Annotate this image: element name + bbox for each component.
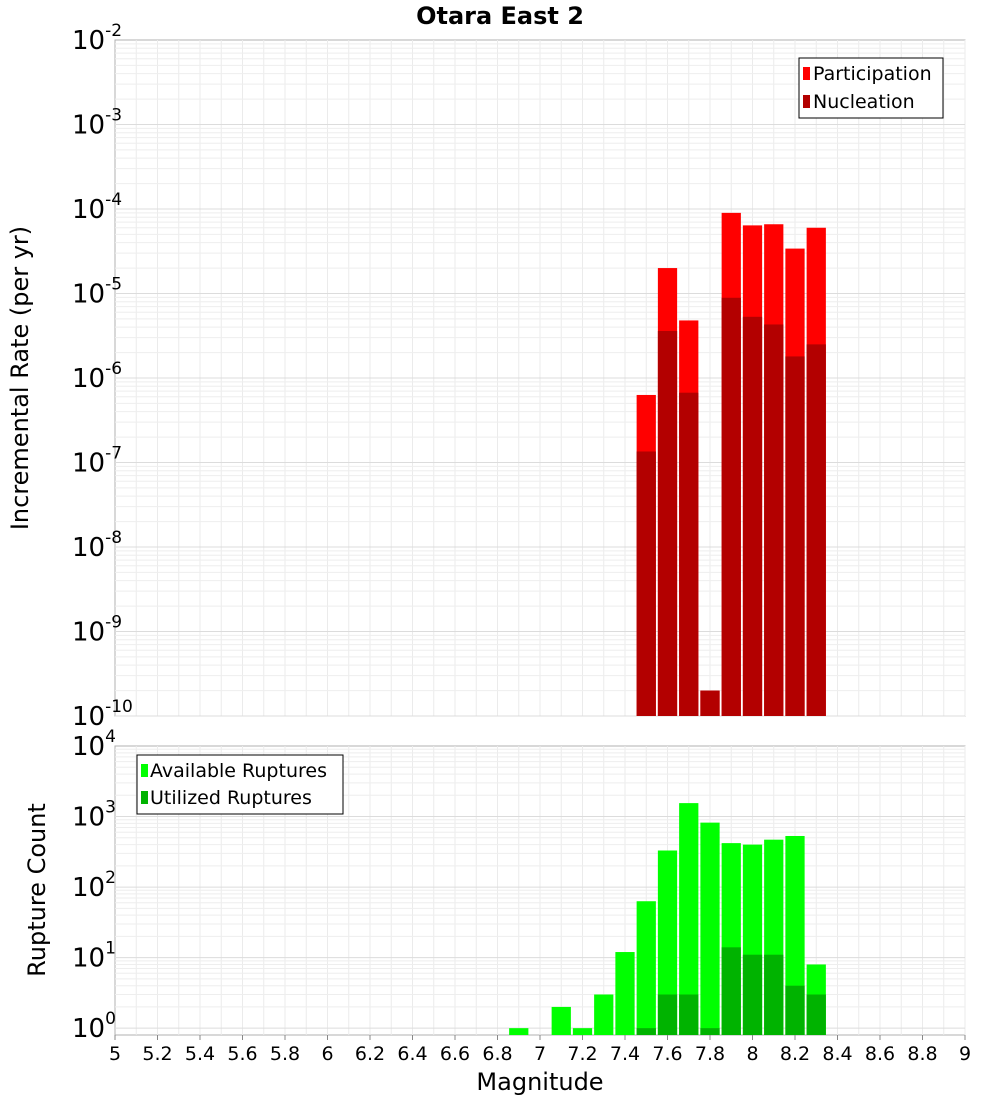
y-tick-label: 10-7 bbox=[72, 444, 122, 479]
available-bar bbox=[700, 822, 720, 1035]
nucleation-bar bbox=[764, 324, 784, 716]
x-tick-label: 8 bbox=[746, 1043, 758, 1065]
y-tick-label: 10-8 bbox=[72, 528, 122, 563]
utilized-bar bbox=[679, 994, 699, 1035]
rate-legend-box bbox=[798, 57, 944, 119]
available-bar bbox=[594, 994, 614, 1035]
x-tick-label: 8.8 bbox=[907, 1043, 937, 1065]
utilized-bar bbox=[721, 947, 741, 1035]
rate-y-axis-label: Incremental Rate (per yr) bbox=[6, 226, 34, 530]
y-tick-label: 100 bbox=[72, 1009, 116, 1044]
x-tick-label: 7.8 bbox=[695, 1043, 725, 1065]
rate-plot-panel: 10-2 10-3 10-4 10-5 10-6 10-7 10-8 10-9 10-10 In… bbox=[6, 21, 966, 732]
y-tick-label: 10-3 bbox=[72, 106, 122, 141]
nucleation-bar bbox=[742, 316, 763, 716]
nucleation-bar bbox=[657, 330, 678, 716]
utilized-legend-label: Utilized Ruptures bbox=[150, 787, 312, 809]
x-tick-label: 7.6 bbox=[652, 1043, 682, 1065]
x-tick-label: 7 bbox=[534, 1043, 546, 1065]
count-legend-box bbox=[136, 754, 344, 815]
count-y-ticks: 104 103 102 101 100 bbox=[72, 727, 116, 1044]
available-bar bbox=[657, 850, 678, 1035]
y-tick-label: 10-2 bbox=[72, 21, 122, 56]
available-bar bbox=[572, 1028, 593, 1035]
magnitude-x-ticks: 5 5.2 5.4 5.6 5.8 6 6.2 6.4 6.6 6.8 7 7.2 7.4 7.6 7.8 8… bbox=[109, 1035, 971, 1065]
x-tick-label: 6.4 bbox=[397, 1043, 427, 1065]
count-plot-panel: 104 103 102 101 100 Rupture Count Available … bbox=[23, 727, 971, 1096]
count-legend: Available Ruptures Utilized Ruptures bbox=[136, 754, 344, 815]
utilized-legend-swatch bbox=[141, 791, 148, 804]
available-bar bbox=[679, 803, 699, 1035]
x-tick-label: 5.2 bbox=[142, 1043, 172, 1065]
available-bar bbox=[509, 1028, 529, 1035]
available-bar bbox=[636, 901, 656, 1035]
rate-plot-bars bbox=[636, 212, 826, 716]
nucleation-bar bbox=[806, 344, 826, 716]
utilized-bar bbox=[636, 1028, 656, 1035]
nucleation-bar bbox=[785, 356, 805, 716]
y-tick-label: 102 bbox=[72, 868, 116, 903]
nucleation-bar bbox=[721, 297, 741, 716]
participation-legend-label: Participation bbox=[813, 63, 932, 85]
y-tick-label: 10-10 bbox=[72, 697, 133, 732]
x-axis-label: Magnitude bbox=[476, 1068, 603, 1096]
nucleation-bar bbox=[700, 690, 720, 716]
available-bar bbox=[615, 952, 635, 1035]
utilized-bar bbox=[785, 985, 805, 1035]
available-legend-label: Available Ruptures bbox=[150, 760, 327, 782]
y-tick-label: 103 bbox=[72, 798, 116, 833]
y-tick-label: 10-5 bbox=[72, 275, 122, 310]
rate-plot-grid bbox=[115, 40, 966, 717]
participation-legend-swatch bbox=[803, 67, 810, 80]
x-tick-label: 5.8 bbox=[270, 1043, 300, 1065]
x-tick-label: 6 bbox=[321, 1043, 333, 1065]
count-plot-bars bbox=[509, 803, 826, 1035]
x-tick-label: 6.6 bbox=[440, 1043, 470, 1065]
utilized-bar bbox=[657, 994, 678, 1035]
x-tick-label: 9 bbox=[959, 1043, 971, 1065]
x-tick-label: 5.4 bbox=[185, 1043, 215, 1065]
utilized-bar bbox=[764, 954, 784, 1035]
utilized-bar bbox=[700, 1028, 720, 1035]
x-tick-label: 8.4 bbox=[822, 1043, 852, 1065]
x-tick-label: 5 bbox=[109, 1043, 121, 1065]
x-tick-label: 6.8 bbox=[482, 1043, 512, 1065]
utilized-bar bbox=[806, 994, 826, 1035]
y-tick-label: 104 bbox=[72, 727, 116, 762]
y-tick-label: 10-6 bbox=[72, 359, 122, 394]
available-bar bbox=[785, 835, 805, 1035]
y-tick-label: 101 bbox=[72, 939, 116, 974]
x-tick-label: 5.6 bbox=[227, 1043, 257, 1065]
y-tick-label: 10-4 bbox=[72, 190, 122, 225]
available-legend-swatch bbox=[141, 764, 148, 777]
available-bar bbox=[551, 1006, 571, 1035]
rate-y-ticks: 10-2 10-3 10-4 10-5 10-6 10-7 10-8 10-9 10-10 bbox=[72, 21, 133, 732]
x-tick-label: 7.2 bbox=[567, 1043, 597, 1065]
chart-title: Otara East 2 bbox=[416, 2, 584, 30]
nucleation-legend-label: Nucleation bbox=[813, 91, 915, 113]
x-tick-label: 8.6 bbox=[865, 1043, 895, 1065]
x-tick-label: 8.2 bbox=[780, 1043, 810, 1065]
y-tick-label: 10-9 bbox=[72, 613, 122, 648]
x-tick-label: 7.4 bbox=[610, 1043, 640, 1065]
utilized-bar bbox=[742, 954, 763, 1035]
nucleation-bar bbox=[679, 392, 699, 716]
nucleation-bar bbox=[636, 451, 656, 716]
count-y-axis-label: Rupture Count bbox=[23, 803, 51, 977]
rate-legend: Participation Nucleation bbox=[798, 57, 944, 119]
nucleation-legend-swatch bbox=[803, 95, 810, 108]
x-tick-label: 6.2 bbox=[355, 1043, 385, 1065]
